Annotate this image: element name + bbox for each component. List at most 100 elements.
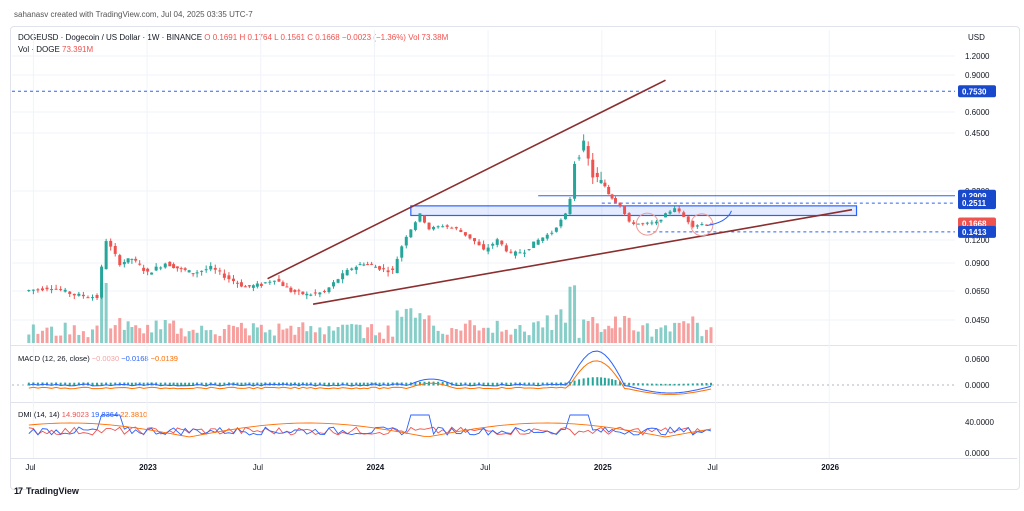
trendline-0 bbox=[267, 79, 666, 280]
volume-bar bbox=[332, 330, 336, 343]
candle-body bbox=[495, 239, 499, 245]
candle-body bbox=[285, 286, 289, 288]
volume-bar bbox=[90, 329, 94, 343]
macd-histogram-bar bbox=[50, 382, 53, 386]
macd-histogram-bar bbox=[77, 382, 80, 386]
macd-histogram-bar bbox=[691, 383, 694, 386]
macd-histogram-bar bbox=[555, 382, 558, 386]
volume-bar bbox=[709, 327, 713, 343]
volume-bar bbox=[358, 324, 362, 343]
macd-histogram-bar bbox=[523, 382, 526, 386]
macd-histogram-bar bbox=[314, 382, 317, 386]
macd-histogram-bar bbox=[36, 382, 39, 386]
candle-body bbox=[664, 213, 668, 218]
macd-histogram-bar bbox=[446, 382, 449, 386]
volume-bar bbox=[191, 329, 195, 343]
volume-bar bbox=[607, 325, 611, 343]
dmi-legend[interactable]: DMI (14, 14) 14.9023 19.8364 22.3810 bbox=[18, 410, 147, 419]
candle-body bbox=[504, 245, 508, 252]
macd-histogram-bar bbox=[482, 382, 485, 386]
macd-histogram-bar bbox=[96, 382, 99, 386]
candle-body bbox=[183, 268, 187, 270]
volume-bar bbox=[209, 329, 213, 343]
pane-separator-time bbox=[11, 458, 1017, 459]
candle-body bbox=[50, 289, 54, 291]
candle-body bbox=[336, 279, 340, 283]
candle-body bbox=[473, 238, 477, 242]
candle-body bbox=[554, 227, 558, 232]
volume-bar bbox=[641, 325, 645, 343]
volume-bar bbox=[109, 328, 113, 343]
volume-bar bbox=[126, 321, 130, 343]
macd-histogram-bar bbox=[546, 382, 549, 386]
volume-bar bbox=[445, 334, 449, 343]
macd-histogram-bar bbox=[669, 383, 672, 386]
volume-bar bbox=[272, 335, 276, 343]
volume-bar bbox=[645, 323, 649, 343]
macd-histogram-bar bbox=[359, 382, 362, 386]
volume-bar bbox=[603, 329, 607, 343]
macd-histogram-bar bbox=[505, 382, 508, 386]
candle-body bbox=[613, 198, 617, 203]
macd-histogram-bar bbox=[632, 382, 635, 386]
macd-histogram-bar bbox=[214, 382, 217, 386]
candle-body bbox=[477, 241, 481, 246]
macd-histogram-bar bbox=[587, 377, 590, 386]
macd-histogram-bar bbox=[168, 382, 171, 386]
symbol-legend[interactable]: DOGEUSD · Dogecoin / US Dollar · 1W · BI… bbox=[18, 33, 448, 42]
macd-histogram-bar bbox=[387, 382, 390, 386]
macd-histogram-bar bbox=[628, 382, 631, 386]
candle-body bbox=[263, 282, 267, 284]
candle-body bbox=[27, 290, 31, 292]
volume-bar bbox=[404, 308, 408, 343]
volume-bar bbox=[130, 327, 134, 343]
candle-body bbox=[523, 252, 527, 254]
macd-histogram-bar bbox=[218, 382, 221, 386]
volume-bar bbox=[545, 315, 549, 343]
volume-bar bbox=[454, 329, 458, 343]
volume-bar bbox=[413, 317, 417, 343]
candle-body bbox=[309, 294, 313, 296]
volume-bar bbox=[554, 314, 558, 343]
volume-bar bbox=[682, 321, 686, 343]
candle-body bbox=[518, 252, 522, 254]
candle-body bbox=[362, 264, 366, 266]
macd-histogram-bar bbox=[155, 382, 158, 386]
volume-bar bbox=[409, 308, 413, 343]
candle-body bbox=[142, 267, 146, 271]
symbol-title[interactable]: DOGEUSD · Dogecoin / US Dollar · 1W · BI… bbox=[18, 33, 203, 42]
macd-label: MACD (12, 26, close) bbox=[18, 354, 90, 363]
volume-bar bbox=[374, 335, 378, 343]
macd-histogram-bar bbox=[46, 382, 49, 386]
candle-body bbox=[247, 285, 251, 287]
macd-histogram-bar bbox=[142, 382, 145, 386]
volume-bar bbox=[268, 329, 272, 343]
macd-legend[interactable]: MACD (12, 26, close) −0.0030 −0.0168 −0.… bbox=[18, 354, 178, 363]
candle-body bbox=[610, 194, 614, 199]
volume-legend[interactable]: Vol · DOGE 73.391M bbox=[18, 45, 93, 54]
volume-bar bbox=[586, 321, 590, 343]
macd-histogram-bar bbox=[289, 382, 292, 386]
macd-histogram-bar bbox=[611, 379, 614, 386]
candle-body bbox=[691, 220, 695, 227]
macd-tick-label: 0.0000 bbox=[965, 381, 990, 390]
volume-bar bbox=[222, 329, 226, 343]
price-badge-label: 0.2909 bbox=[962, 192, 987, 201]
candle-body bbox=[445, 225, 449, 227]
macd-histogram-bar bbox=[305, 382, 308, 386]
candle-body bbox=[243, 286, 247, 288]
volume-value: 73.391M bbox=[62, 45, 94, 54]
volume-bar bbox=[36, 333, 40, 343]
volume-bar bbox=[345, 324, 349, 343]
volume-bar bbox=[391, 336, 395, 343]
volume-bar bbox=[313, 332, 317, 343]
ohlc-open: O 0.1691 bbox=[204, 33, 238, 42]
candle-body bbox=[36, 289, 40, 291]
candle-body bbox=[386, 270, 390, 273]
dmi-value-1: 14.9023 bbox=[61, 410, 89, 419]
candle-body bbox=[482, 244, 486, 250]
macd-histogram-bar bbox=[496, 382, 499, 386]
ohlc-high: H 0.1764 bbox=[239, 33, 272, 42]
macd-histogram-bar bbox=[405, 382, 408, 386]
